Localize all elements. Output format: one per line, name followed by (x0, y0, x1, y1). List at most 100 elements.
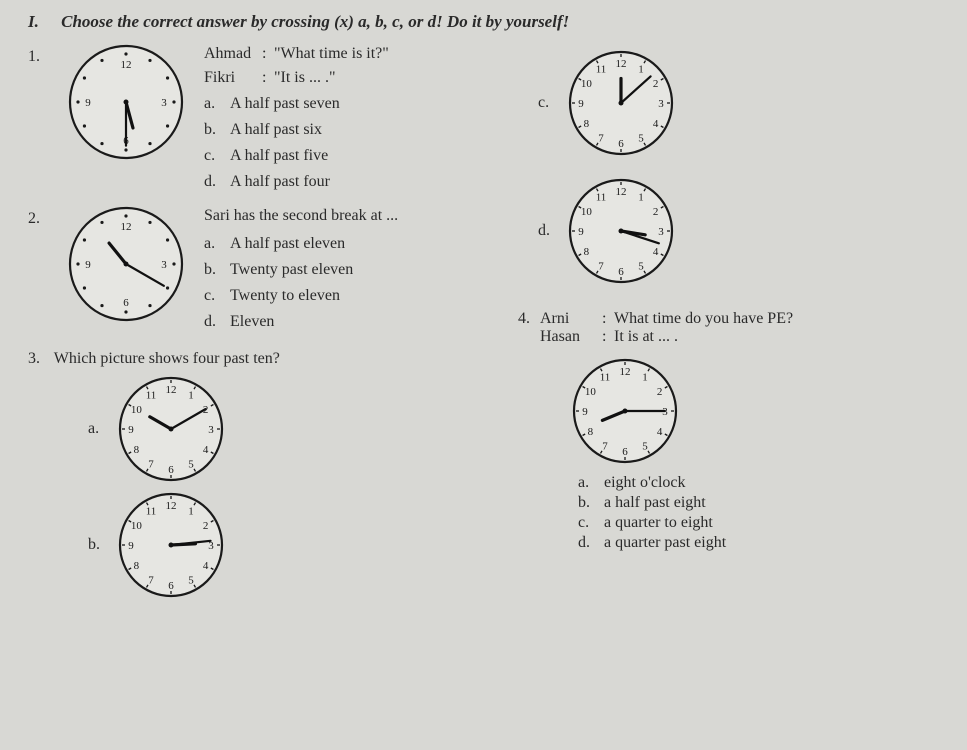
svg-text:10: 10 (581, 78, 593, 90)
svg-text:6: 6 (618, 138, 624, 150)
svg-text:1: 1 (642, 371, 648, 383)
svg-text:10: 10 (585, 386, 597, 398)
q2-opt-d[interactable]: d.Eleven (204, 310, 508, 334)
svg-text:12: 12 (166, 500, 177, 512)
columns: 1. 36912 Ahmad : "What time is it?" Fikr… (28, 42, 939, 606)
svg-text:7: 7 (598, 261, 604, 273)
q1-opt-a[interactable]: a.A half past seven (204, 92, 508, 116)
svg-text:9: 9 (85, 97, 91, 109)
svg-text:2: 2 (657, 386, 663, 398)
q3-opt-c[interactable]: c. 123456789101112 (538, 48, 938, 158)
svg-text:5: 5 (642, 441, 648, 453)
svg-text:12: 12 (121, 221, 132, 233)
svg-text:11: 11 (146, 389, 157, 401)
q4-number: 4. (518, 310, 540, 346)
svg-text:12: 12 (166, 384, 177, 396)
q4-line1: What time do you have PE? (614, 310, 793, 328)
svg-text:7: 7 (598, 133, 604, 145)
q1-opt-c[interactable]: c.A half past five (204, 144, 508, 168)
q2-clock: 3 6 9 12 (66, 204, 186, 324)
q3-prompt: Which picture shows four past ten? (54, 350, 280, 367)
q3-opt-d[interactable]: d. 123456789101112 (538, 176, 938, 286)
svg-text:6: 6 (618, 266, 624, 278)
q1-clock: 36912 (66, 42, 186, 162)
q4-opt-a[interactable]: a.eight o'clock (578, 474, 938, 492)
q1-speaker2: Fikri (204, 66, 262, 90)
question-3: 3. Which picture shows four past ten? a.… (28, 350, 508, 600)
svg-text:7: 7 (148, 459, 154, 471)
svg-text:9: 9 (582, 406, 588, 418)
svg-text:3: 3 (658, 98, 664, 110)
q2-clock-wrap: 3 6 9 12 (66, 204, 196, 336)
svg-text:2: 2 (653, 206, 659, 218)
svg-text:5: 5 (188, 459, 194, 471)
svg-text:9: 9 (578, 98, 584, 110)
svg-text:6: 6 (168, 464, 174, 476)
svg-text:10: 10 (131, 520, 143, 532)
svg-text:9: 9 (85, 259, 91, 271)
q1-line1: "What time is it?" (274, 42, 389, 66)
svg-text:4: 4 (657, 426, 663, 438)
svg-text:9: 9 (578, 226, 584, 238)
svg-text:6: 6 (168, 580, 174, 592)
q4-opt-c[interactable]: c.a quarter to eight (578, 514, 938, 532)
q3-opt-a[interactable]: a. 123456789101112 (88, 374, 508, 484)
svg-text:8: 8 (588, 426, 594, 438)
section-roman: I. (28, 12, 39, 31)
svg-text:5: 5 (638, 133, 644, 145)
q4-clock: 123456789101112 (570, 356, 680, 466)
svg-text:1: 1 (638, 63, 644, 75)
svg-text:2: 2 (203, 520, 209, 532)
svg-text:11: 11 (600, 371, 611, 383)
svg-text:6: 6 (622, 446, 628, 458)
section-header: I. Choose the correct answer by crossing… (28, 12, 939, 32)
q2-opt-b[interactable]: b.Twenty past eleven (204, 258, 508, 282)
question-2: 2. 3 6 9 12 Sari has the second break at ..… (28, 204, 508, 336)
svg-text:3: 3 (161, 97, 167, 109)
svg-text:8: 8 (134, 560, 140, 572)
q2-opt-c[interactable]: c.Twenty to eleven (204, 284, 508, 308)
svg-text:5: 5 (638, 261, 644, 273)
q3-clock-c: 123456789101112 (566, 48, 676, 158)
q2-opt-a[interactable]: a.A half past eleven (204, 232, 508, 256)
q1-line2: "It is ... ." (274, 66, 336, 90)
q2-number: 2. (28, 204, 66, 336)
q2-prompt: Sari has the second break at ... (204, 204, 508, 228)
svg-text:1: 1 (188, 505, 194, 517)
svg-text:9: 9 (128, 424, 134, 436)
svg-text:10: 10 (581, 206, 593, 218)
svg-text:4: 4 (203, 444, 209, 456)
svg-text:4: 4 (653, 246, 659, 258)
svg-text:11: 11 (596, 191, 607, 203)
q1-text: Ahmad : "What time is it?" Fikri : "It i… (196, 42, 508, 196)
svg-text:10: 10 (131, 404, 143, 416)
svg-text:9: 9 (128, 540, 134, 552)
svg-text:2: 2 (653, 78, 659, 90)
svg-text:3: 3 (208, 424, 214, 436)
q1-number: 1. (28, 42, 66, 196)
q3-number: 3. (28, 350, 50, 368)
q4-opt-d[interactable]: d.a quarter past eight (578, 534, 938, 552)
svg-text:11: 11 (596, 63, 607, 75)
q4-line2: It is at ... . (614, 328, 678, 346)
q1-clock-wrap: 36912 (66, 42, 196, 196)
svg-text:1: 1 (638, 191, 644, 203)
svg-text:12: 12 (616, 58, 627, 70)
q1-opt-d[interactable]: d.A half past four (204, 170, 508, 194)
svg-text:4: 4 (203, 560, 209, 572)
svg-text:11: 11 (146, 505, 157, 517)
svg-text:8: 8 (584, 118, 590, 130)
svg-text:3: 3 (161, 259, 167, 271)
q1-opt-b[interactable]: b.A half past six (204, 118, 508, 142)
svg-text:8: 8 (134, 444, 140, 456)
svg-text:3: 3 (658, 226, 664, 238)
q2-text: Sari has the second break at ... a.A hal… (196, 204, 508, 336)
q4-opt-b[interactable]: b.a half past eight (578, 494, 938, 512)
section-instruction: Choose the correct answer by crossing (x… (61, 12, 569, 31)
svg-text:6: 6 (123, 297, 129, 309)
svg-text:4: 4 (653, 118, 659, 130)
q3-opt-b[interactable]: b. 123456789101112 (88, 490, 508, 600)
svg-text:7: 7 (148, 575, 154, 587)
q3-clock-a: 123456789101112 (116, 374, 226, 484)
q4-speaker1: Arni (540, 310, 602, 328)
